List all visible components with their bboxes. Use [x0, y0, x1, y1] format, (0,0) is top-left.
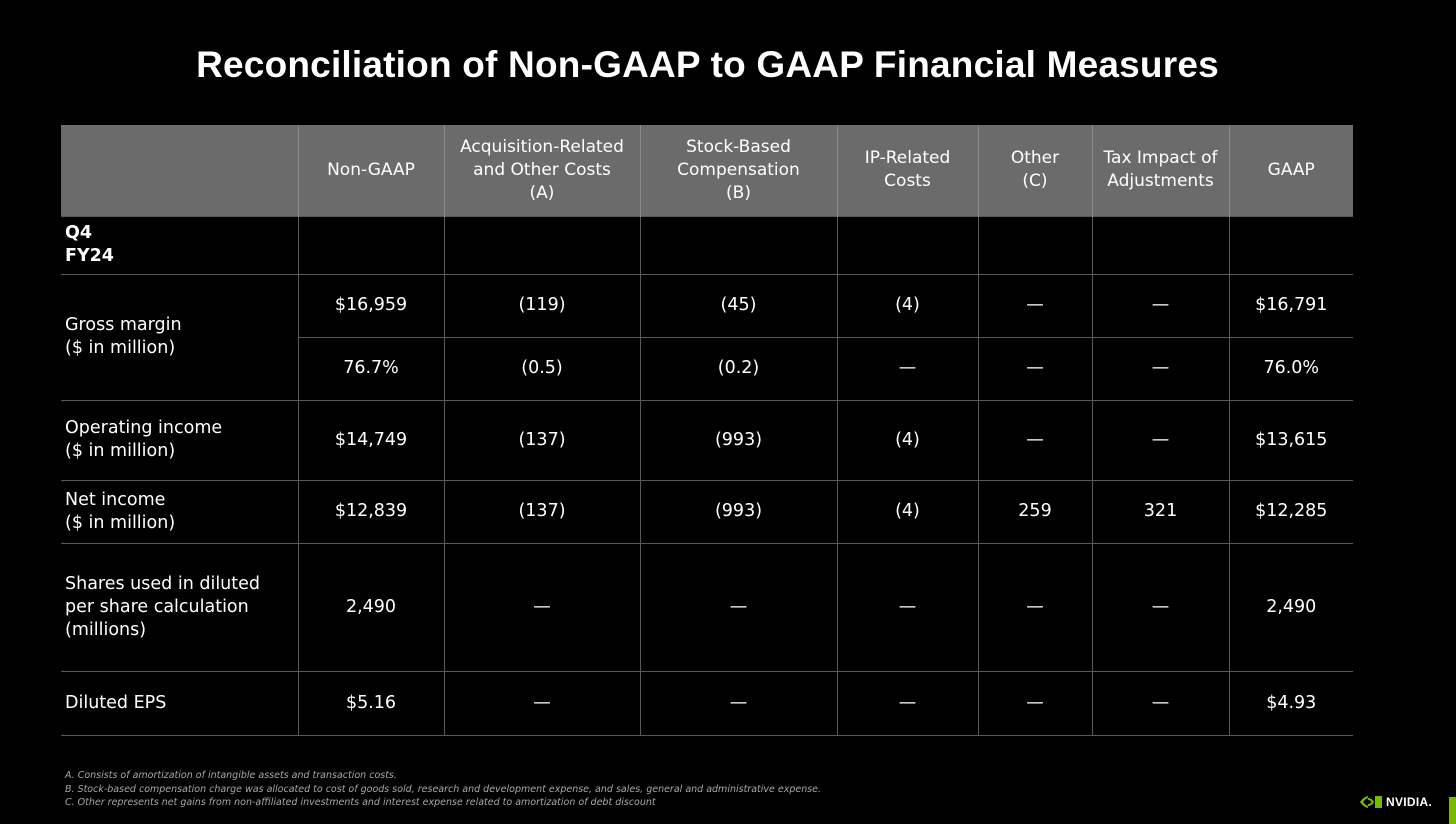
net-income-row: Net income ($ in million) $12,839 (137) … [61, 479, 1353, 543]
table-cell: 321 [1091, 479, 1229, 543]
header-other: Other (C) [977, 125, 1092, 216]
table-cell: — [977, 670, 1092, 736]
shares-row: Shares used in diluted per share calcula… [61, 542, 1353, 671]
table-cell: (4) [836, 399, 978, 480]
table-cell: $14,749 [297, 399, 444, 480]
nvidia-logo: NVIDIA. [1360, 794, 1432, 810]
footnote-a: A. Consists of amortization of intangibl… [65, 770, 397, 781]
reconciliation-table: Non-GAAP Acquisition-Related and Other C… [61, 125, 1353, 736]
table-cell [297, 215, 444, 274]
table-cell: — [639, 670, 837, 736]
table-cell: — [977, 336, 1092, 400]
header-acquisition-costs: Acquisition-Related and Other Costs (A) [443, 125, 640, 216]
table-cell [1091, 215, 1229, 274]
table-cell: 2,490 [297, 542, 444, 671]
net-income-label: Net income ($ in million) [61, 479, 298, 543]
table-cell: — [1091, 273, 1229, 337]
table-cell: — [836, 336, 978, 400]
table-cell: $12,285 [1228, 479, 1353, 543]
diluted-eps-row: Diluted EPS $5.16 — — — — — $4.93 [61, 670, 1353, 736]
table-cell: (0.2) [639, 336, 837, 400]
header-ip-related-costs: IP-Related Costs [836, 125, 978, 216]
table-cell: 76.7% [297, 336, 444, 400]
table-cell: $4.93 [1228, 670, 1353, 736]
header-gaap: GAAP [1228, 125, 1353, 216]
footnote-c: C. Other represents net gains from non-a… [65, 797, 656, 808]
table-cell: — [443, 670, 640, 736]
table-cell: — [977, 399, 1092, 480]
gross-margin-dollars-row: Gross margin ($ in million) $16,959 (119… [61, 273, 1353, 400]
period-label: Q4 FY24 [61, 215, 298, 274]
table-cell: 76.0% [1228, 336, 1353, 400]
nvidia-eye-icon [1360, 796, 1382, 808]
table-cell: — [836, 542, 978, 671]
table-cell: (137) [443, 399, 640, 480]
operating-income-row: Operating income ($ in million) $14,749 … [61, 399, 1353, 480]
table-cell: $16,959 [297, 273, 444, 337]
footnotes: A. Consists of amortization of intangibl… [65, 769, 821, 810]
table-cell: $16,791 [1228, 273, 1353, 337]
footnote-b: B. Stock-based compensation charge was a… [65, 783, 822, 795]
table-cell: $13,615 [1228, 399, 1353, 480]
table-cell [977, 215, 1092, 274]
header-row: Non-GAAP Acquisition-Related and Other C… [61, 125, 1353, 216]
table-cell: (0.5) [443, 336, 640, 400]
table-cell: — [1091, 542, 1229, 671]
gross-margin-label: Gross margin ($ in million) [61, 273, 298, 400]
header-blank [61, 125, 298, 216]
header-tax-impact: Tax Impact of Adjustments [1091, 125, 1229, 216]
table-cell: 259 [977, 479, 1092, 543]
table-cell: — [1091, 336, 1229, 400]
operating-income-label: Operating income ($ in million) [61, 399, 298, 480]
table-cell: — [639, 542, 837, 671]
table-cell [639, 215, 837, 274]
accent-bar [1449, 797, 1456, 824]
table-cell: (137) [443, 479, 640, 543]
header-non-gaap: Non-GAAP [297, 125, 444, 216]
header-stock-based-compensation: Stock-Based Compensation (B) [639, 125, 837, 216]
table-cell: — [1091, 399, 1229, 480]
table-cell: (4) [836, 273, 978, 337]
table-cell: — [836, 670, 978, 736]
table-cell: — [1091, 670, 1229, 736]
table-cell: (119) [443, 273, 640, 337]
shares-label: Shares used in diluted per share calcula… [61, 542, 298, 671]
table-cell [836, 215, 978, 274]
diluted-eps-label: Diluted EPS [61, 670, 298, 736]
table-cell [1228, 215, 1353, 274]
page-title: Reconciliation of Non-GAAP to GAAP Finan… [196, 44, 1219, 85]
table-cell: (4) [836, 479, 978, 543]
table-cell [443, 215, 640, 274]
table-cell: — [977, 273, 1092, 337]
table-cell: (993) [639, 399, 837, 480]
table-cell: $12,839 [297, 479, 444, 543]
gross-margin-percent-row: 76.7% (0.5) (0.2) — — — 76.0% [61, 336, 1353, 400]
table-cell: $5.16 [297, 670, 444, 736]
table-cell: (993) [639, 479, 837, 543]
table-cell: — [443, 542, 640, 671]
period-row: Q4 FY24 [61, 215, 1353, 274]
table-cell: 2,490 [1228, 542, 1353, 671]
table-cell: — [977, 542, 1092, 671]
table-cell: (45) [639, 273, 837, 337]
logo-wordmark: NVIDIA. [1386, 795, 1433, 809]
